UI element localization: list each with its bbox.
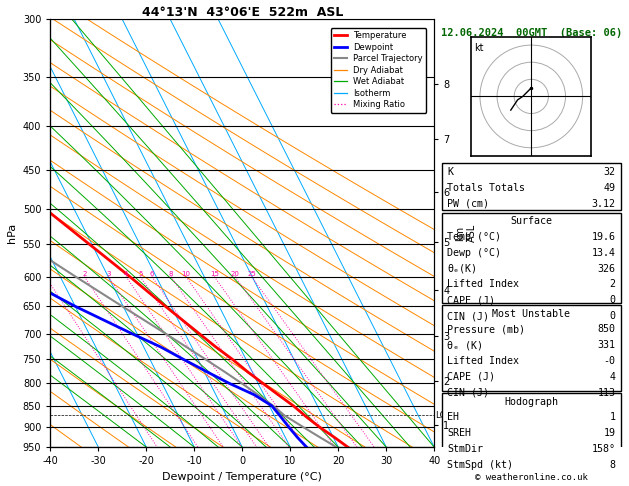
Text: 2: 2 <box>610 279 615 290</box>
Text: 8: 8 <box>169 271 173 277</box>
Text: 6: 6 <box>150 271 154 277</box>
Text: 0: 0 <box>610 295 615 305</box>
Text: 113: 113 <box>598 388 615 398</box>
Text: CIN (J): CIN (J) <box>447 311 489 321</box>
Legend: Temperature, Dewpoint, Parcel Trajectory, Dry Adiabat, Wet Adiabat, Isotherm, Mi: Temperature, Dewpoint, Parcel Trajectory… <box>331 28 426 113</box>
Text: Temp (°C): Temp (°C) <box>447 232 501 242</box>
Text: Totals Totals: Totals Totals <box>447 183 525 193</box>
Text: EH: EH <box>447 413 459 422</box>
Text: Dewp (°C): Dewp (°C) <box>447 248 501 258</box>
Text: 32: 32 <box>603 167 615 177</box>
Text: 158°: 158° <box>591 444 615 454</box>
FancyBboxPatch shape <box>442 213 621 303</box>
FancyBboxPatch shape <box>442 305 621 391</box>
Text: 49: 49 <box>603 183 615 193</box>
FancyBboxPatch shape <box>442 163 621 210</box>
Text: 12.06.2024  00GMT  (Base: 06): 12.06.2024 00GMT (Base: 06) <box>441 28 622 38</box>
Text: Lifted Index: Lifted Index <box>447 279 519 290</box>
Text: K: K <box>447 167 454 177</box>
Text: CAPE (J): CAPE (J) <box>447 295 495 305</box>
Text: 10: 10 <box>182 271 191 277</box>
Text: 19: 19 <box>603 428 615 438</box>
Text: 8: 8 <box>610 460 615 470</box>
Text: 850: 850 <box>598 324 615 334</box>
Text: -0: -0 <box>603 356 615 366</box>
Text: CAPE (J): CAPE (J) <box>447 372 495 382</box>
Text: CIN (J): CIN (J) <box>447 388 489 398</box>
Text: 0: 0 <box>610 311 615 321</box>
Text: LCL: LCL <box>435 411 450 420</box>
Text: 2: 2 <box>82 271 87 277</box>
FancyBboxPatch shape <box>442 393 621 451</box>
Text: 19.6: 19.6 <box>591 232 615 242</box>
Text: SREH: SREH <box>447 428 471 438</box>
Text: 4: 4 <box>124 271 128 277</box>
Text: 1: 1 <box>610 413 615 422</box>
Title: 44°13'N  43°06'E  522m  ASL: 44°13'N 43°06'E 522m ASL <box>142 6 343 19</box>
Text: 3: 3 <box>106 271 111 277</box>
Y-axis label: km
ASL: km ASL <box>455 224 477 243</box>
Text: 5: 5 <box>138 271 142 277</box>
Text: © weatheronline.co.uk: © weatheronline.co.uk <box>475 473 587 482</box>
Text: Most Unstable: Most Unstable <box>493 309 571 318</box>
Text: Lifted Index: Lifted Index <box>447 356 519 366</box>
Text: 15: 15 <box>210 271 219 277</box>
Text: 326: 326 <box>598 263 615 274</box>
Text: 3.12: 3.12 <box>591 199 615 208</box>
Text: 25: 25 <box>247 271 256 277</box>
X-axis label: Dewpoint / Temperature (°C): Dewpoint / Temperature (°C) <box>162 472 322 482</box>
Text: Surface: Surface <box>510 216 552 226</box>
Text: 13.4: 13.4 <box>591 248 615 258</box>
Text: 20: 20 <box>231 271 240 277</box>
Text: θₑ (K): θₑ (K) <box>447 340 483 350</box>
Text: PW (cm): PW (cm) <box>447 199 489 208</box>
Text: StmDir: StmDir <box>447 444 483 454</box>
Text: StmSpd (kt): StmSpd (kt) <box>447 460 513 470</box>
Text: Hodograph: Hodograph <box>504 397 559 407</box>
Text: 4: 4 <box>610 372 615 382</box>
Text: 331: 331 <box>598 340 615 350</box>
Y-axis label: hPa: hPa <box>7 223 17 243</box>
Text: θₑ(K): θₑ(K) <box>447 263 477 274</box>
Text: Pressure (mb): Pressure (mb) <box>447 324 525 334</box>
